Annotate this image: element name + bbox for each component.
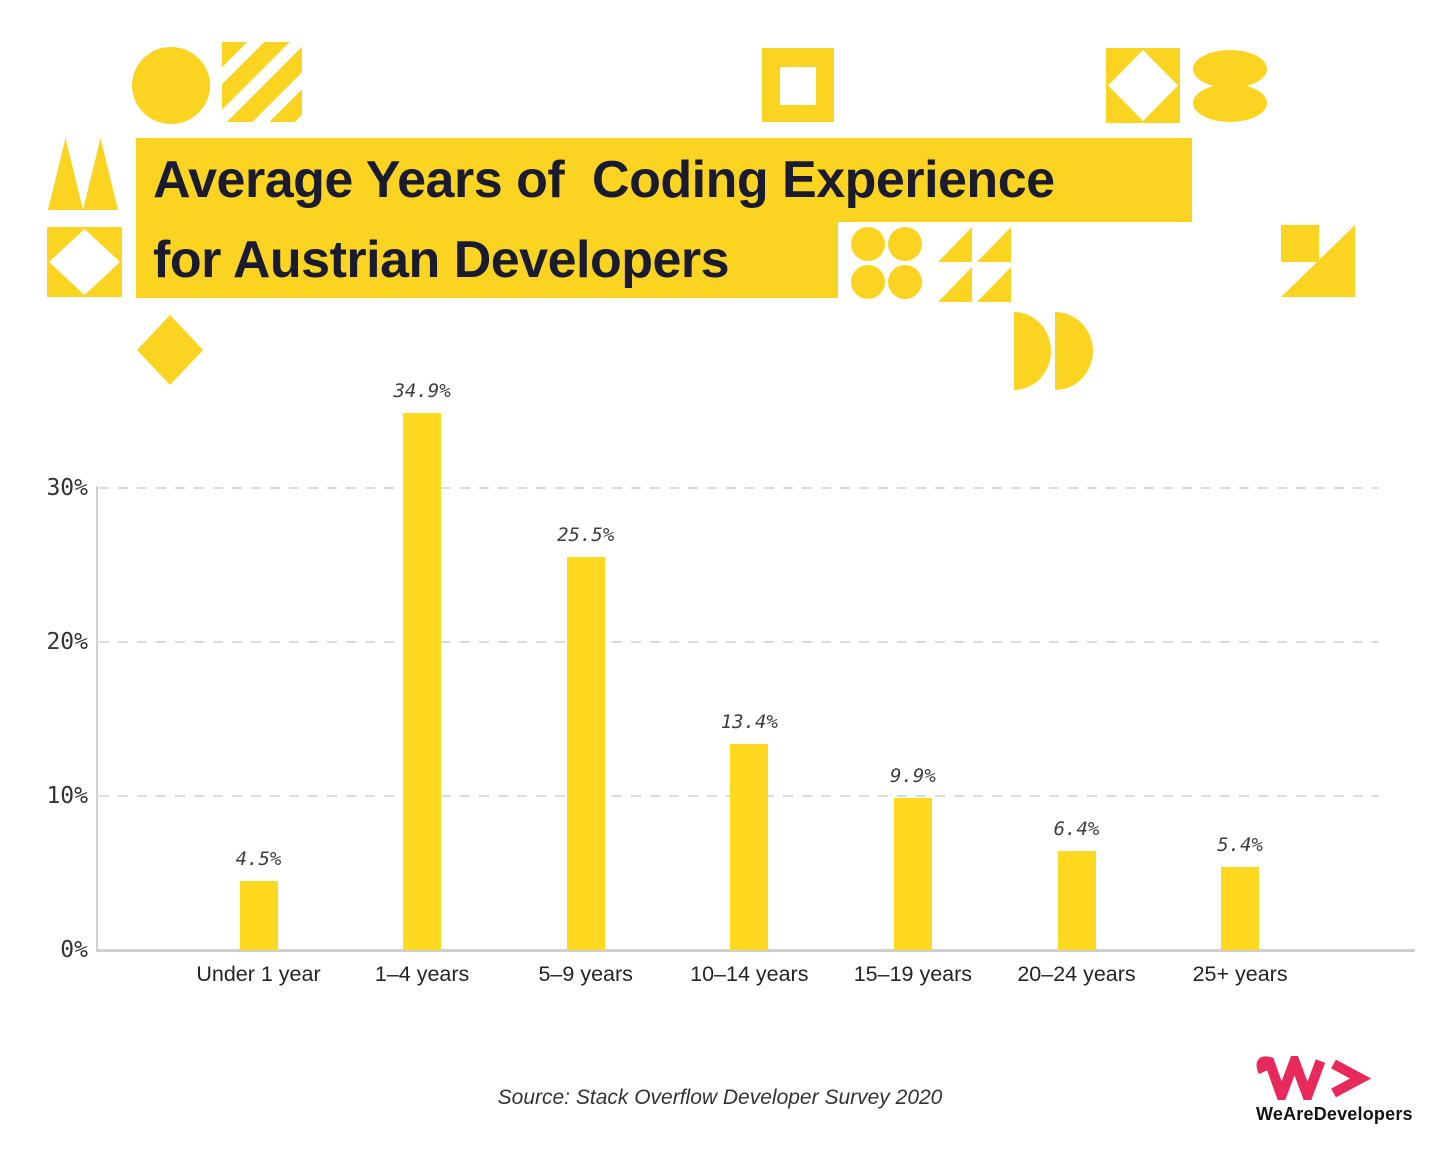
bar-value-label: 34.9% xyxy=(393,379,451,402)
bar xyxy=(239,880,278,950)
y-tick-label: 30% xyxy=(46,475,88,501)
decor-ellipse-icon xyxy=(1193,84,1267,122)
page-title-line2: for Austrian Developers xyxy=(153,231,730,289)
y-tick-label: 10% xyxy=(46,783,88,809)
x-tick-label: 15–19 years xyxy=(853,962,973,986)
bar-value-label: 5.4% xyxy=(1217,833,1263,856)
bar xyxy=(403,412,442,950)
x-tick-label: 25+ years xyxy=(1192,962,1288,986)
title-highlight-line1: Average Years of Coding Experience xyxy=(136,138,1192,222)
x-tick-label: 20–24 years xyxy=(1017,962,1136,986)
decor-circle-grid-icon xyxy=(851,227,922,299)
bar xyxy=(1221,866,1260,950)
x-axis-line xyxy=(96,949,1415,952)
y-tick-label: 20% xyxy=(46,629,88,655)
decor-diamond-square-icon xyxy=(1106,48,1180,123)
gridline xyxy=(99,487,1379,489)
bar-value-label: 9.9% xyxy=(890,764,936,787)
y-axis-line xyxy=(96,486,98,952)
decor-dot-icon xyxy=(851,265,885,299)
decor-frame-hole xyxy=(780,67,816,105)
bar xyxy=(893,797,932,950)
decor-dot-icon xyxy=(851,227,885,261)
bar-value-label: 13.4% xyxy=(720,710,778,733)
decor-corner-shape-icon xyxy=(1281,225,1355,297)
wearedevelopers-logo-mark xyxy=(1256,1056,1372,1100)
source-caption: Source: Stack Overflow Developer Survey … xyxy=(497,1086,943,1109)
decor-small-square-icon xyxy=(1281,225,1319,262)
decor-frame-square-icon xyxy=(762,48,834,122)
decor-dot-icon xyxy=(888,227,922,261)
decor-striped-square-icon xyxy=(222,42,302,122)
decor-ellipse-icon xyxy=(1193,50,1267,88)
decor-circle-icon xyxy=(132,47,210,124)
bar-value-label: 6.4% xyxy=(1053,818,1100,841)
page-title-line1: Average Years of Coding Experience xyxy=(153,151,1055,209)
decor-diamond-square-icon xyxy=(47,227,122,297)
decor-dot-icon xyxy=(888,265,922,299)
wearedevelopers-logo-text: WeAreDevelopers xyxy=(1256,1104,1413,1124)
x-tick-label: 10–14 years xyxy=(690,962,809,986)
bar-value-label: 25.5% xyxy=(557,524,615,547)
bar xyxy=(730,743,769,950)
decor-ellipse-pair-icon xyxy=(1193,50,1267,122)
bar-value-label: 4.5% xyxy=(235,847,282,870)
gridline xyxy=(99,641,1379,643)
x-tick-label: 1–4 years xyxy=(374,962,470,986)
x-tick-label: Under 1 year xyxy=(196,962,321,986)
y-tick-label: 0% xyxy=(60,937,88,963)
wearedevelopers-logo: WeAreDevelopers xyxy=(1256,1056,1413,1125)
bar xyxy=(566,557,605,950)
bar xyxy=(1057,851,1096,950)
decor-triangle-grid-icon xyxy=(938,227,1011,302)
title-highlight-line2: for Austrian Developers xyxy=(136,222,838,298)
x-tick-label: 5–9 years xyxy=(538,962,633,986)
decor-halfcircle-pair-icon xyxy=(1014,312,1094,390)
